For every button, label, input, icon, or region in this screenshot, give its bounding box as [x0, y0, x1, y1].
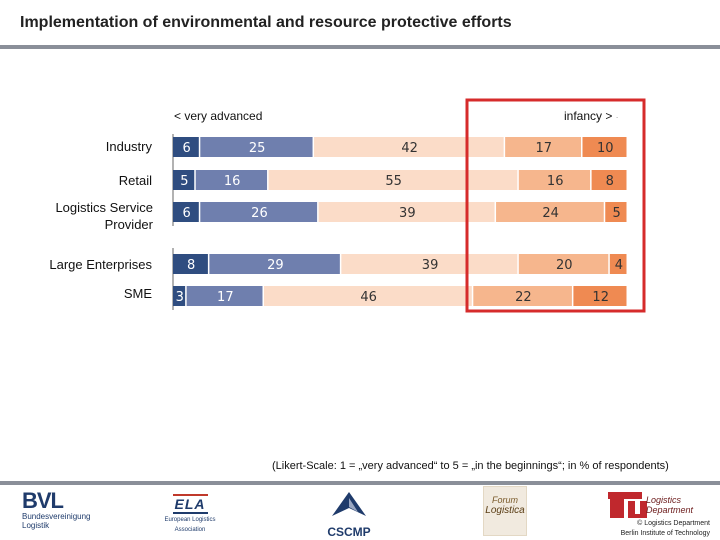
row-label-industry: Industry: [105, 139, 152, 154]
forum-logistica-logo: Forum Logistica: [483, 486, 527, 536]
bar-label-sme-level-3: 46: [360, 290, 377, 305]
axis-right-label: infancy > ·: [564, 109, 619, 123]
bar-logistics-service-provider-level-5: [605, 202, 627, 222]
bar-logistics-service-provider-level-4: [496, 202, 604, 222]
bar-logistics-service-provider-level-3: [318, 202, 495, 222]
bar-industry-level-1: [173, 137, 199, 157]
bar-large-enterprises-level-4: [518, 254, 609, 274]
bar-retail-level-5: [591, 170, 627, 190]
bar-industry-level-5: [582, 137, 627, 157]
bar-sme-level-5: [573, 286, 627, 306]
bar-large-enterprises-level-3: [341, 254, 518, 274]
bar-label-logistics-service-provider-level-5: 5: [612, 206, 620, 221]
highlight-box: [465, 98, 646, 313]
bar-label-large-enterprises-level-5: 4: [615, 258, 623, 273]
bar-label-retail-level-4: 16: [547, 174, 564, 189]
bar-label-logistics-service-provider-level-3: 39: [399, 206, 416, 221]
bar-label-logistics-service-provider-level-1: 6: [183, 206, 191, 221]
likert-note: (Likert-Scale: 1 = „very advanced“ to 5 …: [272, 460, 669, 472]
bar-industry-level-4: [505, 137, 581, 157]
bar-large-enterprises-level-1: [173, 254, 208, 274]
cscmp-emblem-icon: [332, 492, 366, 516]
row-label-logistics-service-provider: Logistics Service Provider: [55, 200, 153, 232]
bar-label-large-enterprises-level-4: 20: [556, 258, 573, 273]
bar-logistics-service-provider-level-1: [173, 202, 199, 222]
bar-label-retail-level-2: 16: [224, 174, 241, 189]
bar-label-logistics-service-provider-level-4: 24: [542, 206, 559, 221]
tu-emblem-icon: [608, 492, 647, 518]
bar-label-sme-level-2: 17: [217, 290, 234, 305]
bar-large-enterprises-level-2: [209, 254, 340, 274]
ela-logo: ELA European Logistics Association: [164, 494, 216, 533]
footer-divider: [0, 481, 720, 485]
bar-label-industry-level-2: 25: [249, 141, 266, 156]
bar-label-industry-level-3: 42: [401, 141, 418, 156]
bar-label-sme-level-1: 3: [176, 290, 184, 305]
bar-industry-level-3: [314, 137, 504, 157]
tu-copyright: © Logistics Department Berlin Institute …: [620, 520, 710, 537]
bar-label-retail-level-5: 8: [606, 174, 614, 189]
bar-label-large-enterprises-level-2: 29: [267, 258, 284, 273]
tu-berlin-logo: Logistics Department © Logistics Departm…: [606, 490, 718, 540]
bvl-logo: BVL Bundesvereinigung Logistik: [22, 488, 91, 531]
bar-sme-level-2: [186, 286, 263, 306]
bar-label-sme-level-5: 12: [592, 290, 609, 305]
bar-retail-level-4: [518, 170, 591, 190]
bar-label-industry-level-4: 17: [536, 141, 553, 156]
bar-label-industry-level-1: 6: [183, 141, 191, 156]
bar-label-industry-level-5: 10: [597, 141, 614, 156]
bar-sme-level-1: [173, 286, 186, 306]
axis-left-label: < very advanced: [174, 109, 263, 123]
bar-retail-level-1: [173, 170, 195, 190]
tu-department: Logistics Department: [646, 495, 694, 515]
row-label-retail: Retail: [118, 173, 152, 188]
bar-label-retail-level-3: 55: [385, 174, 402, 189]
axis-right-marker: ·: [615, 113, 619, 122]
bar-logistics-service-provider-level-2: [200, 202, 318, 222]
bar-label-sme-level-4: 22: [515, 290, 532, 305]
cscmp-logo: CSCMP: [322, 490, 376, 539]
page-title: Implementation of environmental and reso…: [20, 14, 512, 31]
header-divider: [0, 45, 720, 49]
bar-retail-level-3: [268, 170, 518, 190]
bar-retail-level-2: [195, 170, 268, 190]
bar-large-enterprises-level-5: [609, 254, 627, 274]
bar-sme-level-3: [264, 286, 472, 306]
bar-label-large-enterprises-level-3: 39: [422, 258, 439, 273]
bar-label-logistics-service-provider-level-2: 26: [251, 206, 268, 221]
bar-sme-level-4: [473, 286, 572, 306]
bar-label-retail-level-1: 5: [180, 174, 188, 189]
bar-industry-level-2: [200, 137, 313, 157]
row-label-large-enterprises: Large Enterprises: [49, 257, 152, 272]
bar-label-large-enterprises-level-1: 8: [187, 258, 195, 273]
row-label-sme: SME: [123, 286, 152, 301]
